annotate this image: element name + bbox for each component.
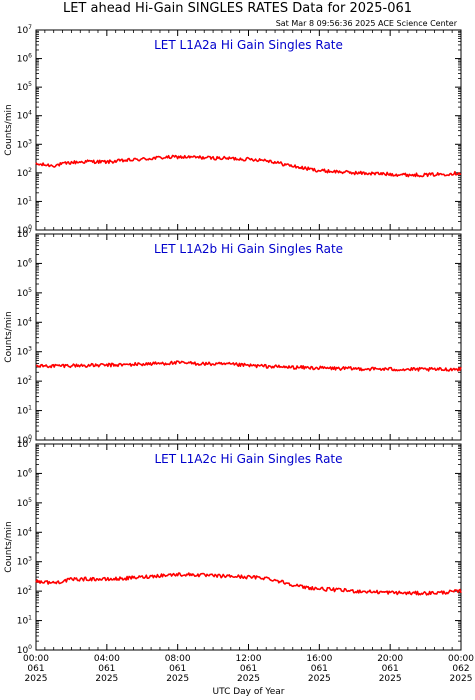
- timestamp: Sat Mar 8 09:56:36 2025 ACE Science Cent…: [275, 19, 457, 28]
- y-tick-label: 106: [17, 53, 32, 65]
- x-tick-label: 061: [311, 664, 328, 674]
- y-tick-label: 105: [17, 497, 32, 509]
- y-tick-label: 106: [17, 257, 32, 269]
- x-tick-label: 061: [27, 664, 44, 674]
- panel-frame: [35, 29, 462, 231]
- y-tick-label: 101: [17, 405, 32, 417]
- y-tick-label: 105: [17, 287, 32, 299]
- y-tick-label: 106: [17, 467, 32, 479]
- y-tick-label: 100: [17, 224, 32, 236]
- y-tick-label: 105: [17, 81, 32, 93]
- x-tick-label: 2025: [450, 674, 473, 684]
- x-tick-label: 04:00: [94, 654, 120, 664]
- y-tick-label: 107: [17, 24, 32, 36]
- panel-title: LET L1A2a Hi Gain Singles Rate: [154, 38, 343, 52]
- y-tick-label: 101: [17, 615, 32, 627]
- x-tick-label: 2025: [95, 674, 118, 684]
- x-tick-label: 2025: [25, 674, 48, 684]
- y-tick-label: 107: [17, 438, 32, 450]
- y-tick-label: 102: [17, 167, 32, 179]
- panel-title: LET L1A2c Hi Gain Singles Rate: [154, 452, 342, 466]
- x-tick-label: 2025: [379, 674, 402, 684]
- series-line: [35, 360, 462, 372]
- x-tick-label: 2025: [166, 674, 189, 684]
- y-tick-label: 103: [17, 556, 32, 568]
- x-tick-label: 08:00: [165, 654, 191, 664]
- x-tick-label: 061: [240, 664, 257, 674]
- x-tick-label: 20:00: [377, 654, 403, 664]
- series-line: [35, 572, 462, 596]
- panel-frame: [35, 443, 462, 651]
- x-tick-label: 061: [98, 664, 115, 674]
- y-tick-label: 104: [17, 316, 32, 328]
- x-tick-label: 061: [169, 664, 186, 674]
- x-tick-label: 2025: [237, 674, 260, 684]
- series-line: [35, 154, 462, 178]
- panel-frame: [35, 233, 462, 441]
- y-tick-label: 102: [17, 375, 32, 387]
- x-tick-label: 12:00: [236, 654, 262, 664]
- y-tick-label: 100: [17, 644, 32, 656]
- x-tick-label: 16:00: [306, 654, 332, 664]
- y-tick-label: 104: [17, 526, 32, 538]
- x-tick-label: 00:00: [23, 654, 49, 664]
- y-axis-label: Counts/min: [4, 311, 14, 362]
- x-tick-label: 062: [452, 664, 469, 674]
- x-tick-label: 2025: [308, 674, 331, 684]
- x-tick-label: 061: [382, 664, 399, 674]
- y-tick-label: 102: [17, 585, 32, 597]
- chart-title: LET ahead Hi-Gain SINGLES RATES Data for…: [62, 1, 413, 16]
- x-tick-label: 00:00: [448, 654, 474, 664]
- y-axis-label: Counts/min: [4, 104, 14, 155]
- y-tick-label: 104: [17, 110, 32, 122]
- y-axis-label: Counts/min: [4, 521, 14, 572]
- y-tick-label: 100: [17, 434, 32, 446]
- y-tick-label: 107: [17, 228, 32, 240]
- x-axis-label: UTC Day of Year: [213, 687, 285, 697]
- y-tick-label: 101: [17, 195, 32, 207]
- y-tick-label: 103: [17, 138, 32, 150]
- panel-title: LET L1A2b Hi Gain Singles Rate: [154, 242, 343, 256]
- y-tick-label: 103: [17, 346, 32, 358]
